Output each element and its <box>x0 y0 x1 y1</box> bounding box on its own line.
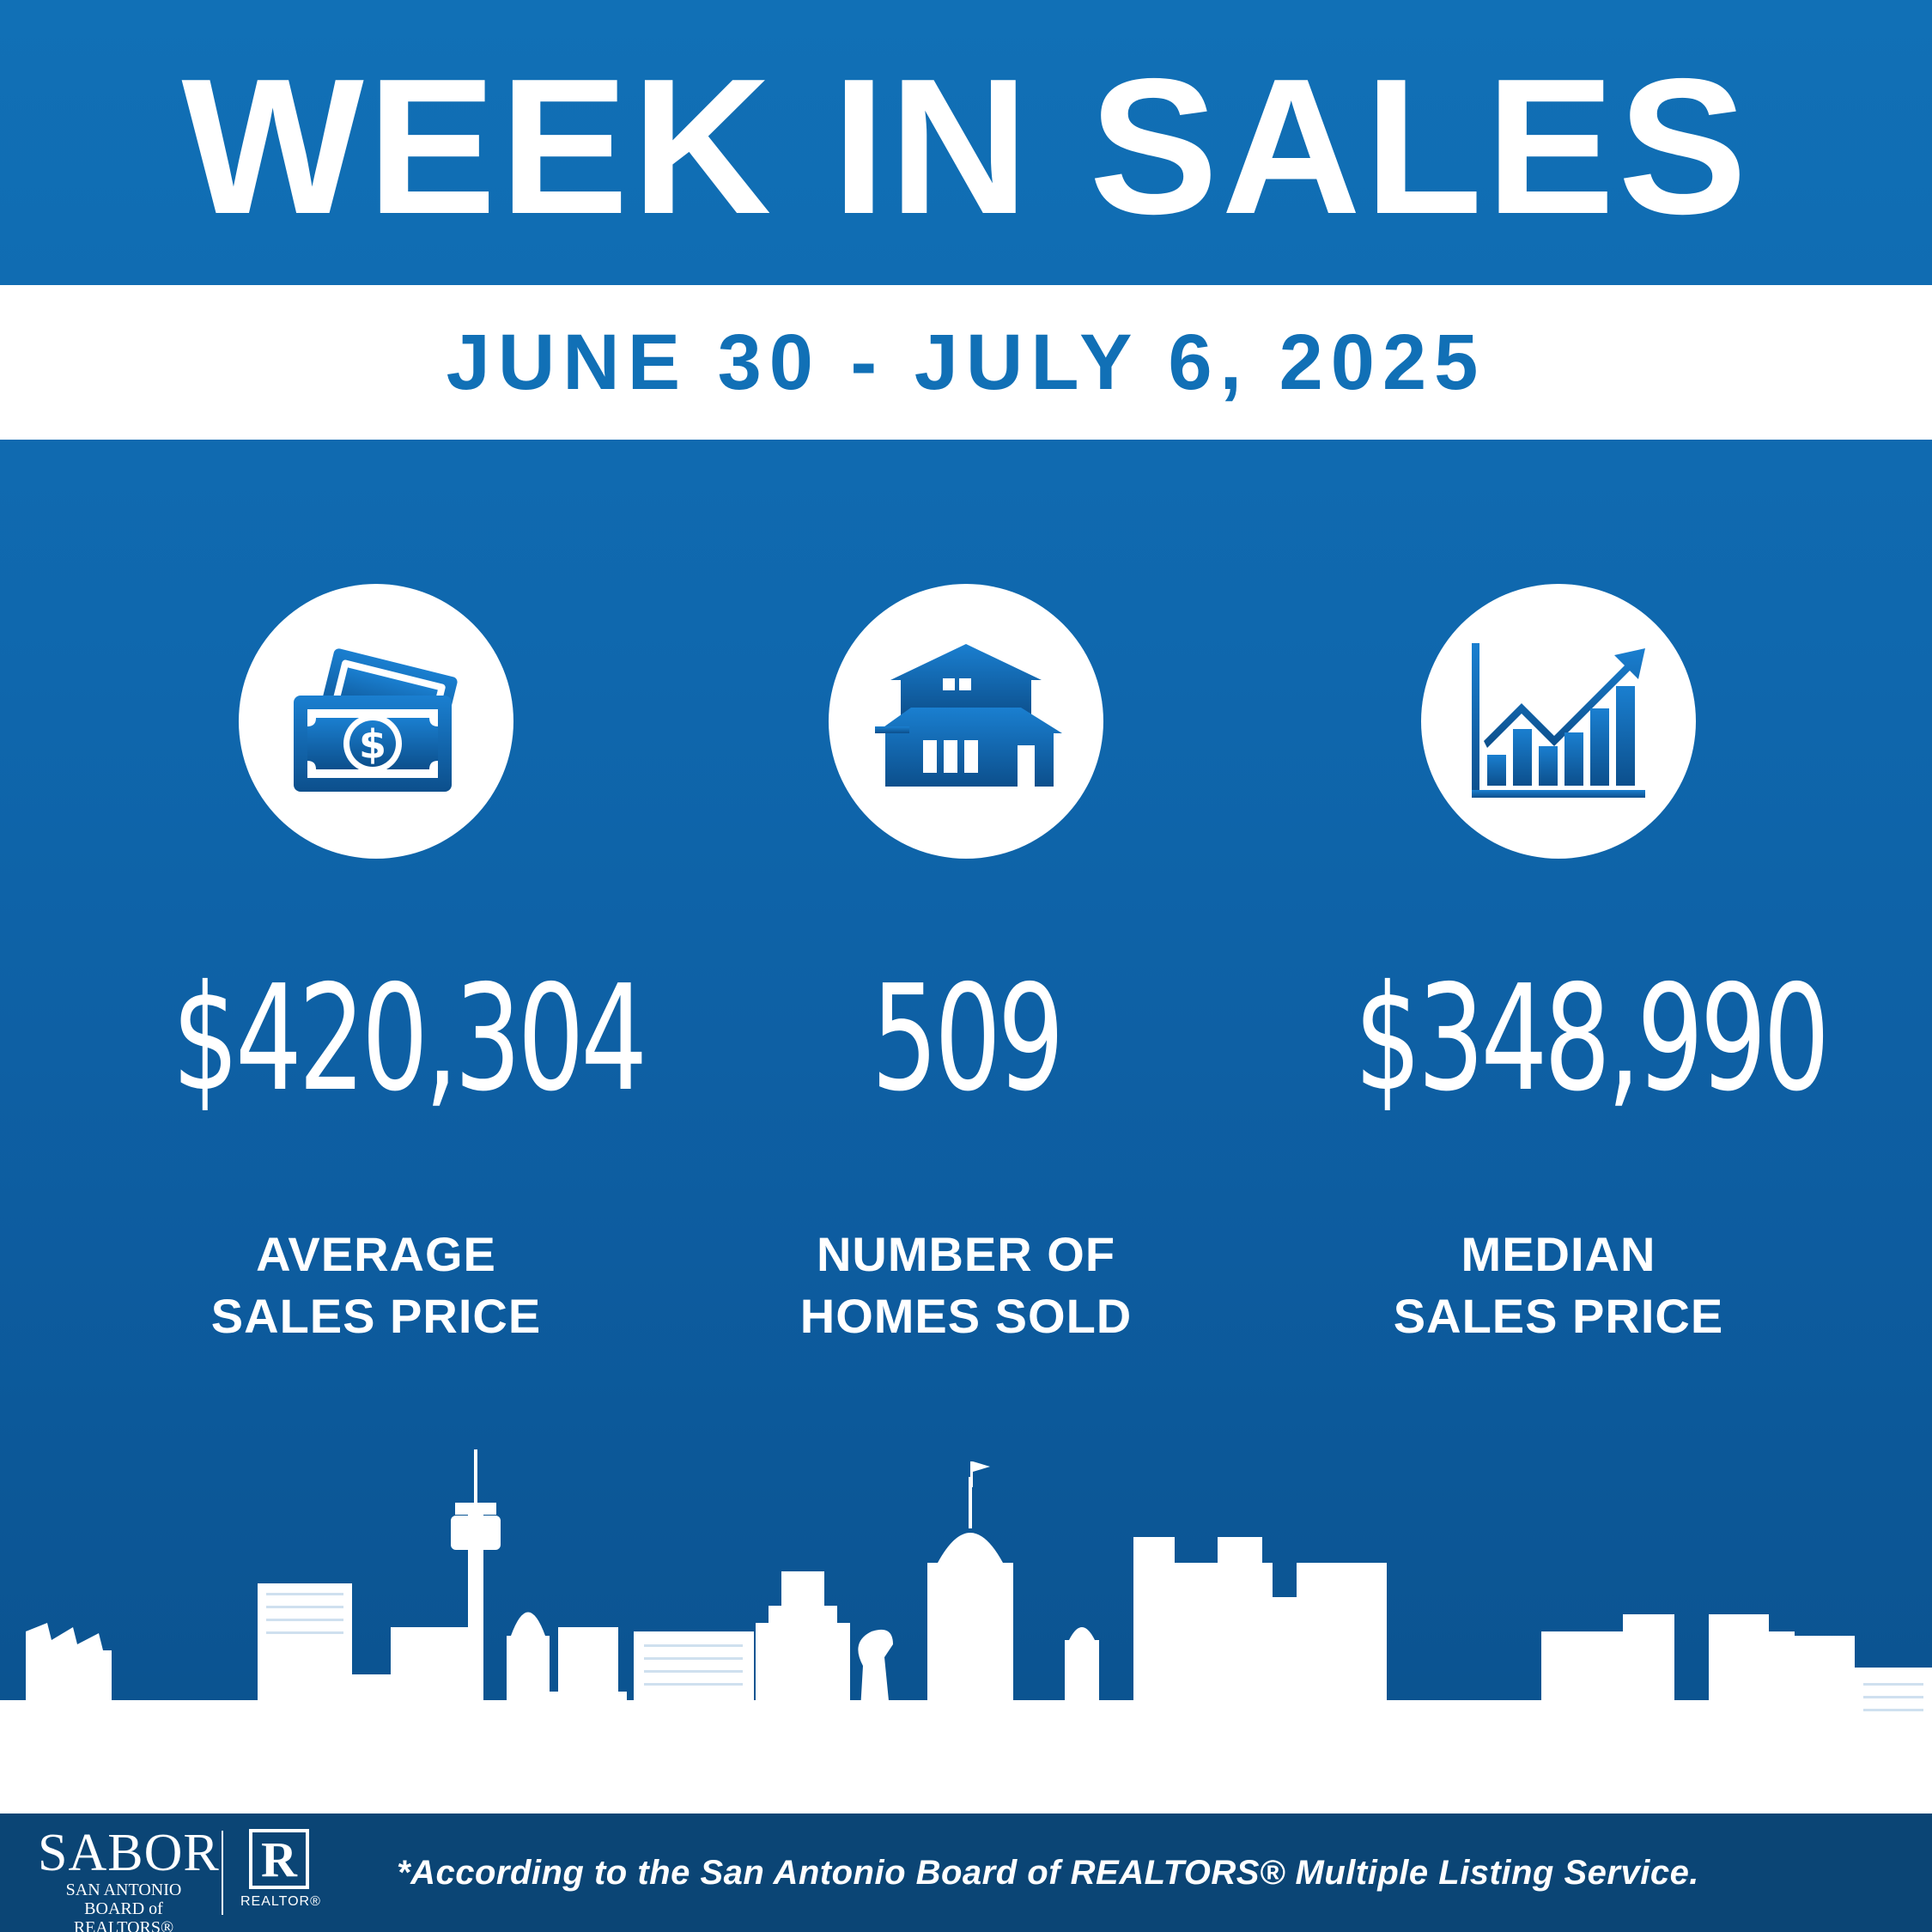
footer-bar: SABOR SAN ANTONIO BOARD of REALTORS® R R… <box>0 1814 1932 1932</box>
disclaimer-text: *According to the San Antonio Board of R… <box>397 1854 1699 1892</box>
logo-divider <box>222 1831 223 1915</box>
homes-sold-label: NUMBER OF HOMES SOLD <box>799 1227 1133 1343</box>
page-title: WEEK IN SALES <box>181 37 1751 254</box>
money-icon: $ <box>239 584 513 859</box>
date-banner: JUNE 30 - JULY 6, 2025 <box>0 285 1932 440</box>
homes-sold-value: 509 <box>871 954 1065 1124</box>
stat-average-sales-price: $ $420,304 AVERAGE SALES PRICE <box>93 584 659 1357</box>
stat-median-sales-price: $348,990 MEDIAN SALES PRICE <box>1275 584 1842 1357</box>
stat-homes-sold: 509 NUMBER OF HOMES SOLD <box>683 584 1249 1357</box>
median-sales-price-value: $348,990 <box>1354 954 1830 1124</box>
date-range: JUNE 30 - JULY 6, 2025 <box>446 318 1486 406</box>
average-sales-price-label: AVERAGE SALES PRICE <box>210 1227 542 1343</box>
svg-text:$: $ <box>359 721 386 768</box>
city-skyline-illustration <box>0 1449 1932 1814</box>
median-sales-price-label: MEDIAN SALES PRICE <box>1393 1227 1724 1343</box>
house-icon <box>829 584 1103 859</box>
realtor-logo: R REALTOR® <box>240 1829 320 1919</box>
sabor-logo: SABOR SAN ANTONIO BOARD of REALTORS® <box>38 1824 220 1932</box>
average-sales-price-value: $420,304 <box>172 954 647 1124</box>
growth-chart-icon <box>1421 584 1696 859</box>
